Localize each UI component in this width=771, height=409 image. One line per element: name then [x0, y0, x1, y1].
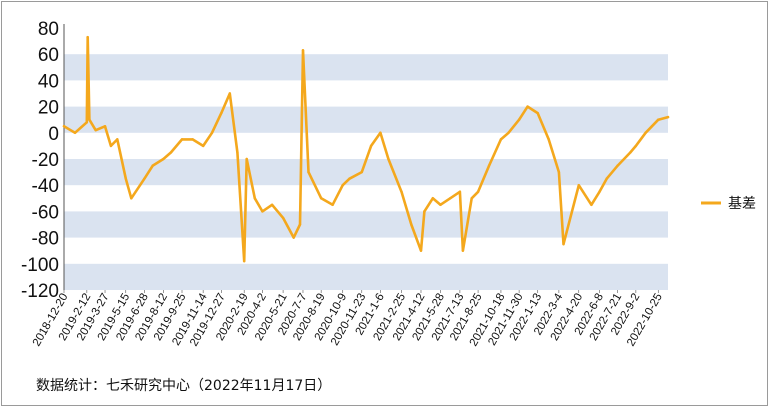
grid-band [64, 106, 668, 133]
data-point [201, 144, 205, 148]
data-point [191, 138, 194, 141]
data-point [439, 203, 442, 207]
y-tick-label: 0 [48, 124, 59, 145]
data-point [85, 121, 89, 124]
data-point [507, 131, 510, 134]
data-point [360, 170, 363, 174]
data-point [487, 164, 491, 167]
data-point [116, 138, 119, 141]
data-point [650, 125, 654, 128]
x-tick-labels: 2018-12-202019-2-122019-3-272019-5-15201… [31, 290, 665, 348]
data-point [143, 177, 146, 180]
data-point [387, 157, 390, 161]
data-point [419, 249, 423, 252]
data-point [629, 151, 632, 154]
data-point [298, 223, 302, 226]
data-point [103, 125, 107, 128]
data-point [242, 259, 246, 263]
data-point [151, 164, 155, 167]
data-point [379, 131, 382, 134]
data-point [499, 138, 503, 141]
data-point [536, 111, 539, 115]
data-point [228, 92, 232, 95]
data-point [634, 144, 638, 148]
data-point [470, 197, 473, 200]
data-point [130, 197, 133, 200]
data-point [476, 190, 480, 193]
grid-band [64, 54, 668, 81]
data-point [461, 249, 465, 252]
data-point [180, 138, 184, 141]
data-point [86, 35, 89, 39]
data-point [220, 111, 223, 115]
y-tick-label: -60 [32, 202, 59, 223]
data-point [341, 184, 344, 187]
y-tick-label: -20 [32, 150, 59, 171]
y-tick-labels: 80 60 40 20 0 -20 -40 -60 -80 -100 -120 [21, 19, 59, 302]
y-tick-label: -100 [21, 255, 59, 276]
grid-bands [64, 54, 668, 290]
data-point [400, 190, 403, 193]
data-point [598, 190, 601, 193]
y-tick-label: -120 [21, 281, 59, 302]
data-point [577, 184, 580, 187]
data-point [292, 236, 295, 239]
data-point [410, 223, 413, 226]
y-tick-label: 40 [38, 71, 59, 92]
data-point [605, 177, 608, 180]
data-point [162, 157, 165, 161]
y-tick-label: -40 [32, 176, 59, 197]
grid-band [64, 211, 668, 238]
data-point [526, 105, 529, 108]
data-point [644, 131, 647, 134]
series-layer [62, 35, 670, 263]
data-point [369, 144, 373, 148]
data-point [210, 131, 214, 134]
data-point [458, 190, 462, 193]
data-point [348, 177, 351, 180]
data-point [517, 118, 521, 121]
data-point [557, 170, 561, 174]
data-point [124, 177, 127, 180]
data-point [169, 151, 173, 154]
data-point [590, 203, 593, 207]
data-point [94, 128, 97, 132]
data-point [109, 144, 113, 148]
y-tick-label: 80 [38, 19, 59, 40]
y-tick-label: 60 [38, 45, 59, 66]
y-tick-label: -80 [32, 229, 59, 250]
data-point [236, 151, 239, 154]
data-point [423, 210, 426, 213]
data-point [562, 242, 565, 246]
data-point [448, 197, 452, 200]
legend-label: 基差 [728, 195, 756, 211]
data-source-note: 数据统计：七禾研究中心（2022年11月17日） [36, 378, 332, 394]
legend: 基差 [701, 195, 756, 211]
grid-band [64, 263, 668, 290]
data-point [301, 49, 305, 52]
data-point [431, 197, 435, 200]
data-point [62, 125, 66, 128]
data-point [666, 115, 670, 119]
data-point [307, 170, 310, 174]
data-point [270, 203, 274, 207]
data-point [73, 131, 77, 134]
data-point [319, 197, 323, 200]
data-point [261, 210, 264, 213]
data-point [88, 118, 91, 121]
data-point [331, 203, 334, 207]
data-point [253, 197, 256, 200]
y-tick-label: 20 [38, 98, 59, 119]
data-point [616, 164, 619, 167]
data-point [547, 138, 550, 141]
data-point [245, 157, 248, 161]
data-point [657, 118, 660, 121]
data-point [281, 216, 285, 220]
